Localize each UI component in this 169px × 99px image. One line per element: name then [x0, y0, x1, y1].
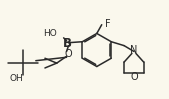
- Text: OH: OH: [9, 74, 23, 83]
- Text: N: N: [130, 45, 138, 55]
- Text: O: O: [130, 72, 138, 82]
- Text: O: O: [65, 49, 72, 59]
- Text: B: B: [63, 37, 72, 50]
- Text: F: F: [105, 19, 110, 29]
- Text: HO: HO: [43, 29, 57, 38]
